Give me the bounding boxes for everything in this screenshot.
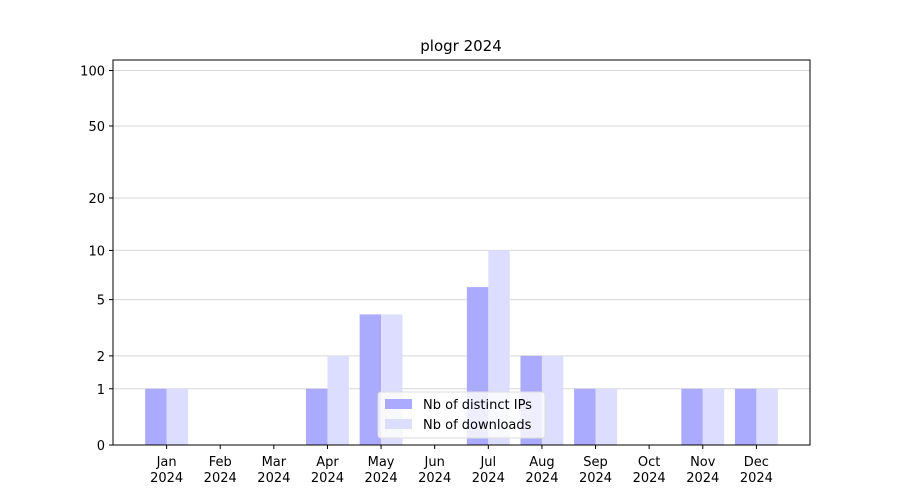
- bar: [756, 388, 778, 445]
- bar: [734, 388, 757, 445]
- y-tick-label: 0: [97, 439, 105, 454]
- x-tick-label: Apr 2024: [311, 455, 344, 486]
- y-tick-label: 10: [88, 244, 105, 259]
- x-tick-label: Mar 2024: [257, 455, 290, 486]
- y-tick-label: 100: [80, 65, 105, 80]
- x-tick-label: Sep 2024: [579, 455, 612, 486]
- bar: [166, 388, 189, 445]
- plot-frame: [112, 59, 811, 446]
- x-tick-label: May 2024: [365, 455, 398, 486]
- legend-swatch: [385, 419, 412, 429]
- bar: [145, 388, 167, 445]
- x-tick-label: Aug 2024: [525, 455, 558, 486]
- bar: [327, 355, 349, 445]
- legend-label: Nb of distinct IPs: [423, 398, 532, 413]
- bar: [702, 388, 725, 445]
- chart-title: plogr 2024: [420, 37, 502, 55]
- bar: [681, 388, 703, 445]
- x-tick-label: Dec 2024: [740, 455, 773, 486]
- y-tick-label: 50: [88, 120, 105, 135]
- bar: [541, 355, 564, 445]
- legend-swatch: [385, 399, 412, 409]
- x-tick-label: Feb 2024: [204, 455, 237, 486]
- x-tick-label: Jan 2024: [150, 455, 183, 486]
- bar: [359, 314, 382, 445]
- x-tick-label: Oct 2024: [633, 455, 666, 486]
- legend-box: [377, 391, 546, 439]
- x-tick-label: Jul 2024: [472, 455, 505, 486]
- x-tick-label: Jun 2024: [418, 455, 451, 486]
- bar: [574, 388, 596, 445]
- y-tick-label: 20: [88, 192, 105, 207]
- bar: [306, 388, 328, 445]
- x-tick-label: Nov 2024: [686, 455, 719, 486]
- y-tick-label: 1: [97, 383, 105, 398]
- y-tick-label: 2: [97, 350, 105, 365]
- bar: [595, 388, 617, 445]
- legend-label: Nb of downloads: [423, 418, 532, 433]
- y-tick-label: 5: [97, 294, 105, 309]
